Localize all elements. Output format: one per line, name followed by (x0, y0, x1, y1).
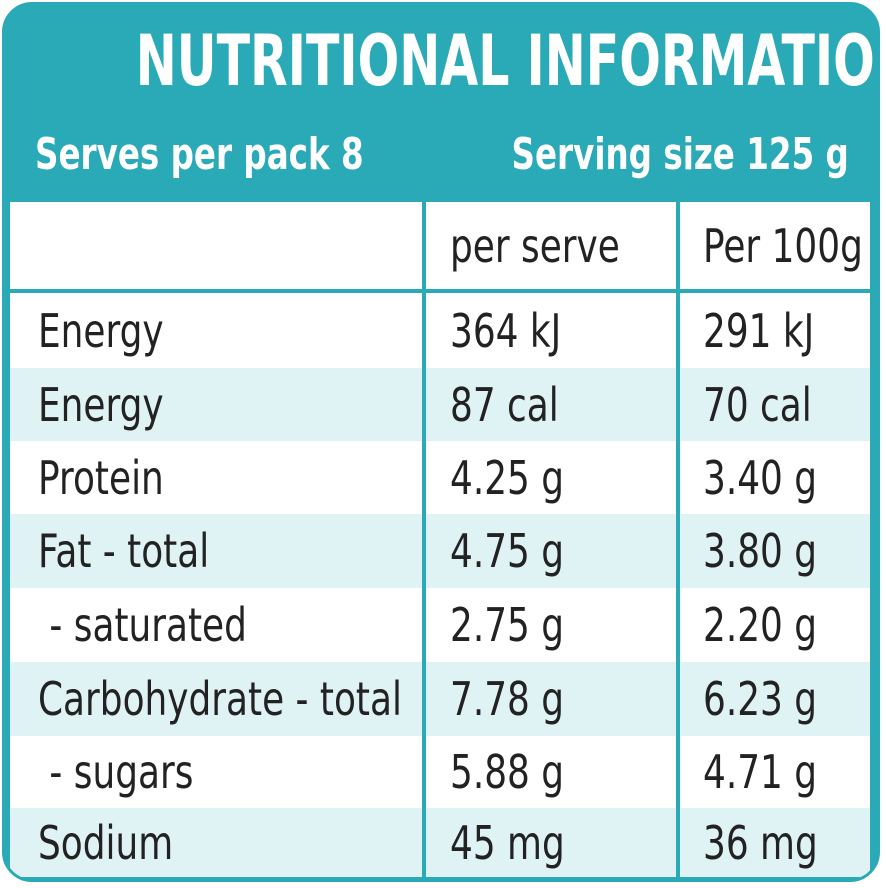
table-row: Sodium 45 mg 36 mg (10, 808, 870, 877)
per-100g-value: 3.80 g (703, 524, 818, 578)
column-divider (422, 202, 426, 877)
nutrient-name: Fat - total (38, 524, 210, 578)
header-divider (10, 289, 870, 293)
header-per-serve: per serve (450, 218, 620, 273)
nutrient-name: - sugars (38, 745, 194, 799)
table-row: Energy 364 kJ 291 kJ (10, 293, 870, 368)
table-row: Energy 87 cal 70 cal (10, 368, 870, 441)
per-100g-value: 6.23 g (703, 672, 818, 726)
per-serve-value: 2.75 g (450, 598, 565, 652)
per-serve-value: 4.75 g (450, 524, 565, 578)
nutrition-table: per serve Per 100g Energy 364 kJ 291 kJ … (10, 202, 870, 877)
panel-title: NUTRITIONAL INFORMATION (135, 20, 880, 102)
nutrient-name: Sodium (38, 815, 174, 870)
per-100g-value: 291 kJ (703, 303, 815, 358)
per-serve-value: 45 mg (450, 815, 565, 870)
per-100g-value: 4.71 g (703, 745, 818, 799)
per-100g-value: 36 mg (703, 815, 818, 870)
table-row: Fat - total 4.75 g 3.80 g (10, 514, 870, 588)
nutrient-name: - saturated (38, 598, 247, 652)
table-row: - sugars 5.88 g 4.71 g (10, 736, 870, 808)
per-serve-value: 87 cal (450, 377, 559, 432)
table-row: Carbohydrate - total 7.78 g 6.23 g (10, 662, 870, 736)
table-row: Protein 4.25 g 3.40 g (10, 441, 870, 514)
nutrient-name: Energy (38, 303, 164, 358)
per-100g-value: 3.40 g (703, 450, 818, 505)
header-per-100g: Per 100g (703, 218, 863, 273)
per-serve-value: 364 kJ (450, 303, 562, 358)
per-serve-value: 4.25 g (450, 450, 565, 505)
table-row: - saturated 2.75 g 2.20 g (10, 588, 870, 662)
serving-size: Serving size 125 g (511, 129, 849, 180)
nutrient-name: Energy (38, 377, 164, 432)
nutrient-name: Carbohydrate - total (38, 672, 402, 726)
per-100g-value: 2.20 g (703, 598, 818, 652)
serves-per-pack: Serves per pack 8 (35, 129, 364, 180)
per-100g-value: 70 cal (703, 377, 812, 432)
per-serve-value: 5.88 g (450, 745, 565, 799)
per-serve-value: 7.78 g (450, 672, 565, 726)
column-divider (676, 202, 680, 877)
table-header-row: per serve Per 100g (10, 202, 870, 289)
nutrient-name: Protein (38, 450, 164, 505)
